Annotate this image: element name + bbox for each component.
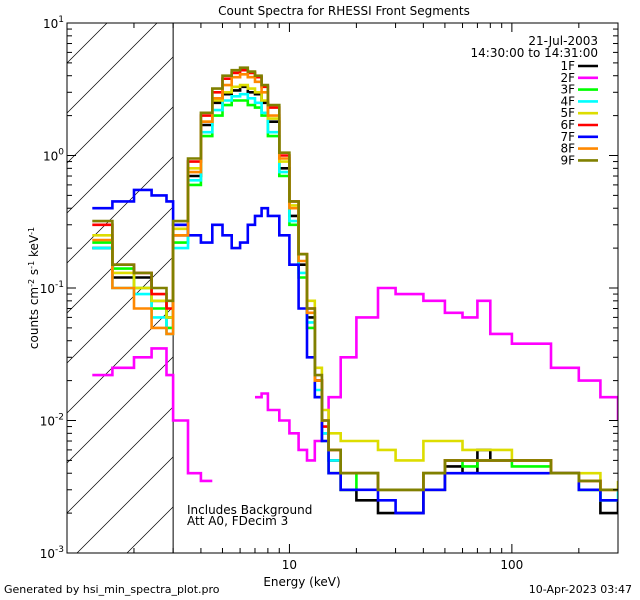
axes: 10 100 101 100 10-1 10-2 10-3 [40, 15, 619, 572]
y-axis-label: counts cm-2 s-1 keV-1 [27, 227, 41, 349]
footer-timestamp: 10-Apr-2023 03:47 [528, 583, 632, 596]
hatch-line [67, 23, 158, 114]
hatch-line [67, 406, 174, 514]
legend-label: 3F [560, 83, 575, 97]
legend-label: 5F [560, 106, 575, 120]
legend-label: 8F [560, 142, 575, 156]
series-9F [92, 66, 618, 492]
x-axis-label: Energy (keV) [263, 575, 340, 589]
annotation-attenuator: Att A0, FDecim 3 [187, 514, 288, 528]
annotation-background: Includes Background [187, 503, 312, 517]
y-tick-label: 101 [43, 15, 64, 31]
hatch-line [67, 106, 174, 214]
series-8F [92, 73, 618, 492]
series-7F [92, 188, 618, 515]
footer-generated-by: Generated by hsi_min_spectra_plot.pro [4, 583, 220, 596]
series-6F [92, 68, 618, 492]
y-tick-label: 100 [43, 148, 64, 164]
y-tick-label: 10-2 [40, 413, 64, 429]
legend-label: 4F [560, 94, 575, 108]
hatch-line [67, 206, 174, 314]
series-4F [92, 92, 618, 502]
legend-label: 9F [560, 153, 575, 167]
date-label: 21-Jul-2003 [528, 34, 598, 48]
legend-label: 6F [560, 118, 575, 132]
hatch-line [76, 456, 174, 553]
chart-title: Count Spectra for RHESSI Front Segments [218, 4, 470, 18]
x-tick-label: 100 [500, 558, 523, 572]
y-tick-label: 10-1 [40, 280, 64, 296]
legend-label: 2F [560, 71, 575, 85]
legend-label: 1F [560, 59, 575, 73]
y-tick-label: 10-3 [40, 545, 64, 561]
series-5F [92, 83, 618, 492]
x-tick-label: 10 [282, 558, 297, 572]
series-layer [92, 66, 618, 515]
time-range-label: 14:30:00 to 14:31:00 [471, 46, 598, 60]
legend-label: 7F [560, 130, 575, 144]
hatch-line [67, 56, 174, 164]
series-2F [92, 286, 618, 483]
